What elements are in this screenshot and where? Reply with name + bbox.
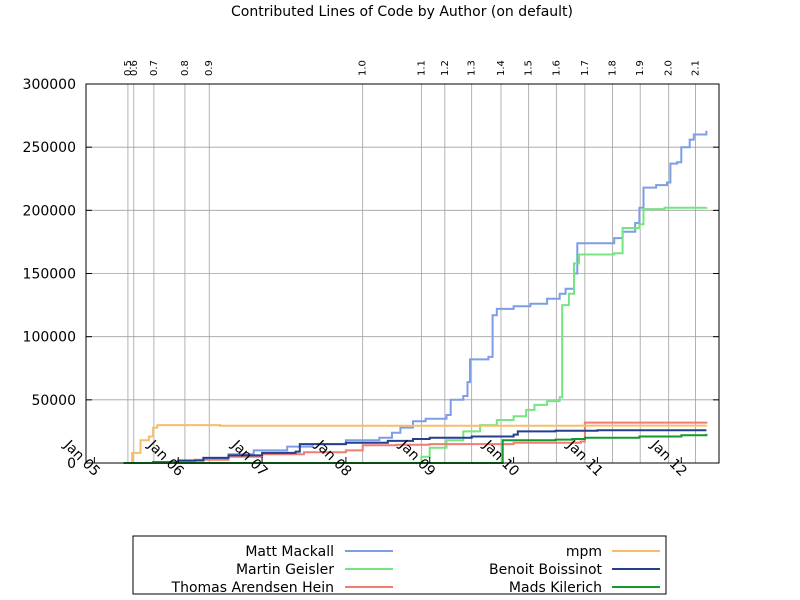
release-label: 1.5	[524, 60, 535, 76]
release-label: 2.0	[664, 60, 675, 76]
release-label: 1.0	[358, 60, 369, 76]
legend: Matt Mackall Martin Geisler Thomas Arendse…	[132, 535, 667, 596]
legend-box	[132, 535, 667, 595]
release-label: 1.8	[608, 60, 619, 76]
x-tick-label: Jan 11	[563, 437, 606, 480]
legend-label: Thomas Arendsen Hein	[171, 580, 334, 596]
release-label: 1.7	[580, 60, 591, 76]
y-tick-label: 50000	[31, 393, 76, 409]
y-tick-label: 250000	[23, 140, 76, 156]
release-label: 1.2	[440, 60, 451, 76]
release-label: 2.1	[691, 60, 702, 76]
x-tick-label: Jan 06	[144, 437, 187, 480]
chart-title: Contributed Lines of Code by Author (on …	[231, 4, 573, 20]
y-axis: 0 50000 100000 150000 200000 250000 300000	[23, 77, 719, 472]
series-line-martin-geisler	[123, 206, 708, 464]
series-line-benoit-boissinot	[123, 429, 707, 464]
release-label: 1.1	[416, 60, 427, 76]
legend-label: Mads Kilerich	[509, 580, 602, 596]
series-lines	[123, 130, 708, 464]
x-tick-label: Jan 07	[228, 437, 271, 480]
release-label: 1.9	[635, 60, 646, 76]
x-tick-label: Jan 12	[647, 437, 690, 480]
release-label: 1.4	[496, 60, 507, 76]
release-label: 0.6	[129, 60, 140, 76]
release-label: 0.5	[123, 60, 134, 76]
release-label: 0.9	[204, 60, 215, 76]
y-tick-label: 100000	[23, 330, 76, 346]
release-label: 1.6	[551, 60, 562, 76]
legend-label: Martin Geisler	[236, 562, 334, 578]
series-line-mads-kilerich	[123, 433, 708, 464]
legend-label: Matt Mackall	[245, 544, 334, 560]
y-tick-label: 200000	[23, 203, 76, 219]
y-tick-label: 150000	[23, 267, 76, 283]
release-label: 1.3	[467, 60, 478, 76]
legend-label: mpm	[566, 544, 602, 560]
y-tick-label: 0	[67, 456, 76, 472]
release-lines	[127, 84, 696, 463]
grid-lines	[86, 146, 719, 401]
release-label: 0.8	[180, 60, 191, 76]
legend-label: Benoit Boissinot	[489, 562, 602, 578]
release-label: 0.7	[149, 60, 160, 76]
release-labels: 0.50.6 0.7 0.8 0.9 1.0 1.1 1.2 1.3 1.4 1.5 1.6 1.7 1…	[123, 60, 702, 76]
series-line-matt-mackall	[123, 130, 708, 464]
y-tick-label: 300000	[23, 77, 76, 93]
series-line-thomas-arendsen-hein	[123, 421, 708, 464]
series-line-mpm	[123, 424, 708, 464]
